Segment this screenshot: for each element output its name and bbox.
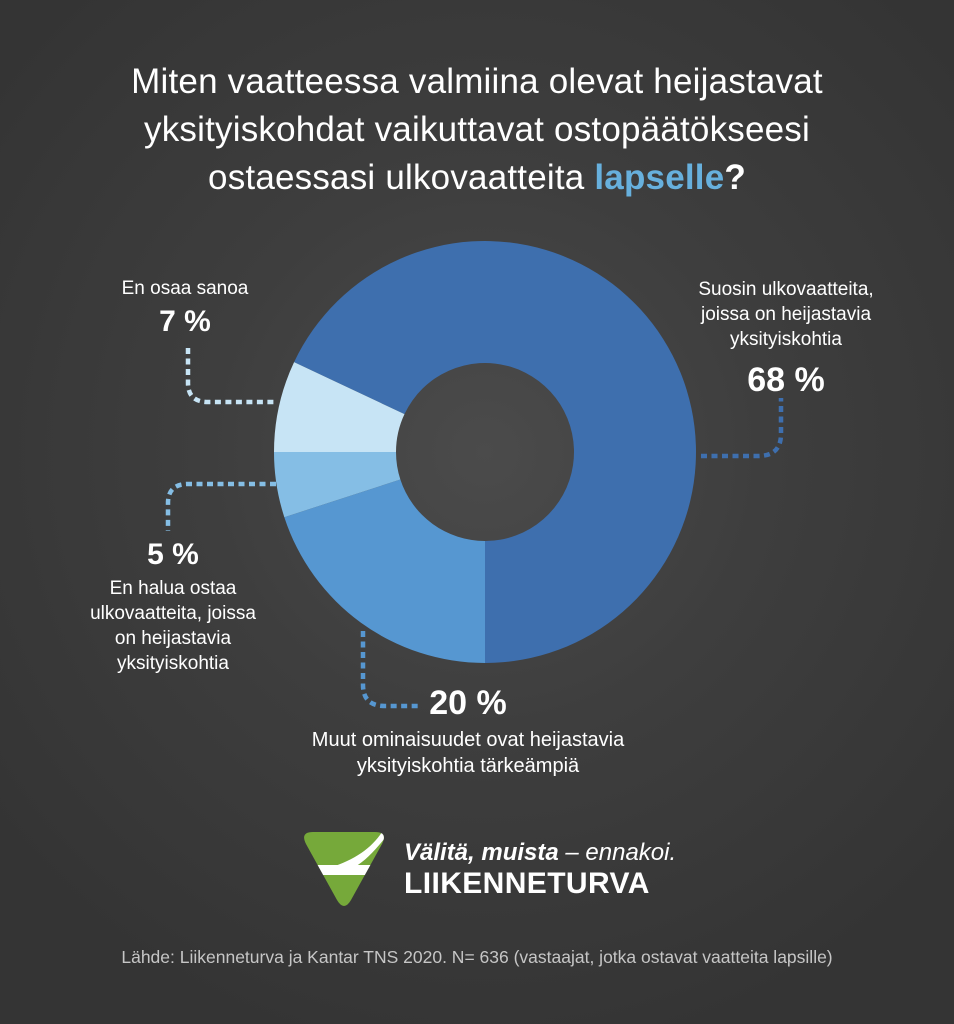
label-text: yksityiskohtia tärkeämpiä — [356, 755, 580, 777]
donut-slices — [274, 241, 696, 664]
callout-line-20pct — [360, 631, 421, 709]
liikenneturva-logo: Välitä, muista – ennakoi. LIIKENNETURVA — [299, 829, 676, 911]
logo-swoosh-curve — [329, 832, 384, 868]
source-note: Lähde: Liikenneturva ja Kantar TNS 2020.… — [121, 947, 833, 967]
donut-segment-7pct — [274, 362, 405, 452]
label-text: Muut ominaisuudet ovat heijastavia — [311, 729, 625, 751]
label-text: ulkovaatteita, joissa — [90, 603, 256, 624]
label-en-osaa-sanoa: En osaa sanoa 7 % — [95, 276, 275, 339]
label-percentage: 68 % — [747, 361, 825, 399]
title-highlight-word: lapselle — [594, 158, 725, 197]
label-text: yksityiskohtia — [117, 653, 229, 674]
label-text: En halua ostaa — [109, 578, 237, 599]
label-text: En osaa sanoa — [121, 278, 249, 299]
label-percentage: 5 % — [147, 538, 199, 571]
callout-line-7pct — [185, 348, 277, 405]
callout-line-68pct — [701, 398, 784, 459]
liikenneturva-logo-icon — [304, 832, 384, 906]
logo-tagline: Välitä, muista – ennakoi. — [404, 839, 677, 866]
page-title: Miten vaatteessa valmiina olevat heijast… — [0, 58, 954, 202]
logo-swoosh-bar — [304, 865, 384, 875]
label-text: joissa on heijastavia — [700, 304, 872, 325]
title-line-3: ostaessasi ulkovaatteita lapselle? — [0, 154, 954, 202]
label-text-group: Muut ominaisuudet ovat heijastavia yksit… — [292, 727, 644, 779]
label-en-halua-ostaa: 5 % En halua ostaa ulkovaatteita, joissa… — [84, 538, 262, 676]
title-line-1: Miten vaatteessa valmiina olevat heijast… — [131, 62, 823, 101]
logo-name: LIIKENNETURVA — [404, 867, 650, 900]
title-line-2: yksityiskohdat vaikuttavat ostopäätöksee… — [144, 110, 810, 149]
label-percentage: 20 % — [429, 684, 507, 722]
label-muut-ominaisuudet: 20 % Muut ominaisuudet ovat heijastavia … — [292, 684, 644, 779]
callout-line-5pct — [165, 481, 276, 531]
donut-segment-68pct — [294, 241, 696, 664]
donut-segment-20pct — [284, 479, 485, 663]
label-text: yksityiskohtia — [730, 329, 842, 350]
label-text-group: En halua ostaa ulkovaatteita, joissa on … — [84, 576, 262, 676]
label-text: on heijastavia — [114, 628, 232, 649]
logo-text: Välitä, muista – ennakoi. LIIKENNETURVA — [404, 839, 676, 901]
label-suosin-ulkovaatteita: Suosin ulkovaatteita, joissa on heijasta… — [688, 277, 884, 399]
title-question-mark: ? — [724, 158, 746, 197]
label-text: Suosin ulkovaatteita, — [698, 279, 874, 300]
label-percentage: 7 % — [159, 305, 211, 338]
donut-segment-5pct — [274, 452, 401, 518]
title-line-3-prefix: ostaessasi ulkovaatteita — [208, 158, 595, 197]
